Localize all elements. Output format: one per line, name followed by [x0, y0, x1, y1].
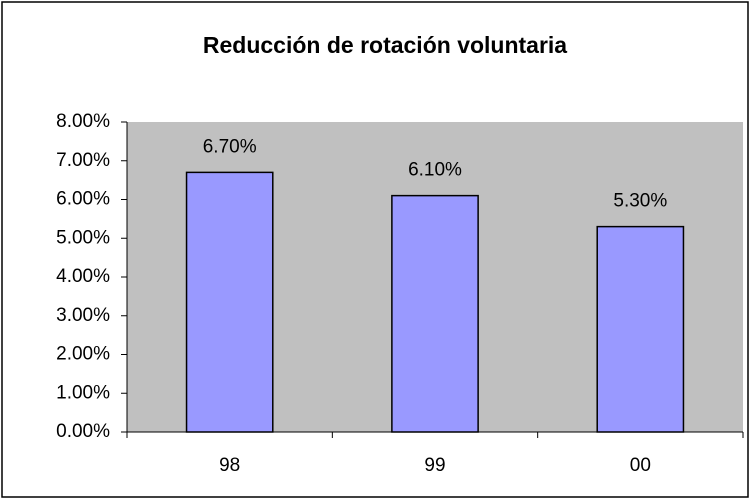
x-tick-label: 98	[219, 455, 240, 476]
y-tick-label: 8.00%	[56, 111, 110, 132]
y-tick-label: 5.00%	[56, 227, 110, 248]
bar	[185, 171, 274, 433]
y-tick-label: 4.00%	[56, 266, 110, 287]
bar	[596, 225, 685, 433]
y-tick-label: 2.00%	[56, 344, 110, 365]
y-tick-label: 0.00%	[56, 421, 110, 442]
y-tick-label: 1.00%	[56, 382, 110, 403]
value-label: 6.10%	[408, 160, 462, 181]
value-label: 5.30%	[613, 191, 667, 212]
y-tick-label: 3.00%	[56, 305, 110, 326]
value-label: 6.70%	[203, 136, 257, 157]
y-tick-label: 7.00%	[56, 150, 110, 171]
x-tick-label: 99	[424, 455, 445, 476]
chart-title: Reducción de rotación voluntaria	[203, 32, 567, 58]
x-tick-label: 00	[630, 455, 651, 476]
y-tick-label: 6.00%	[56, 189, 110, 210]
bar	[391, 194, 479, 433]
